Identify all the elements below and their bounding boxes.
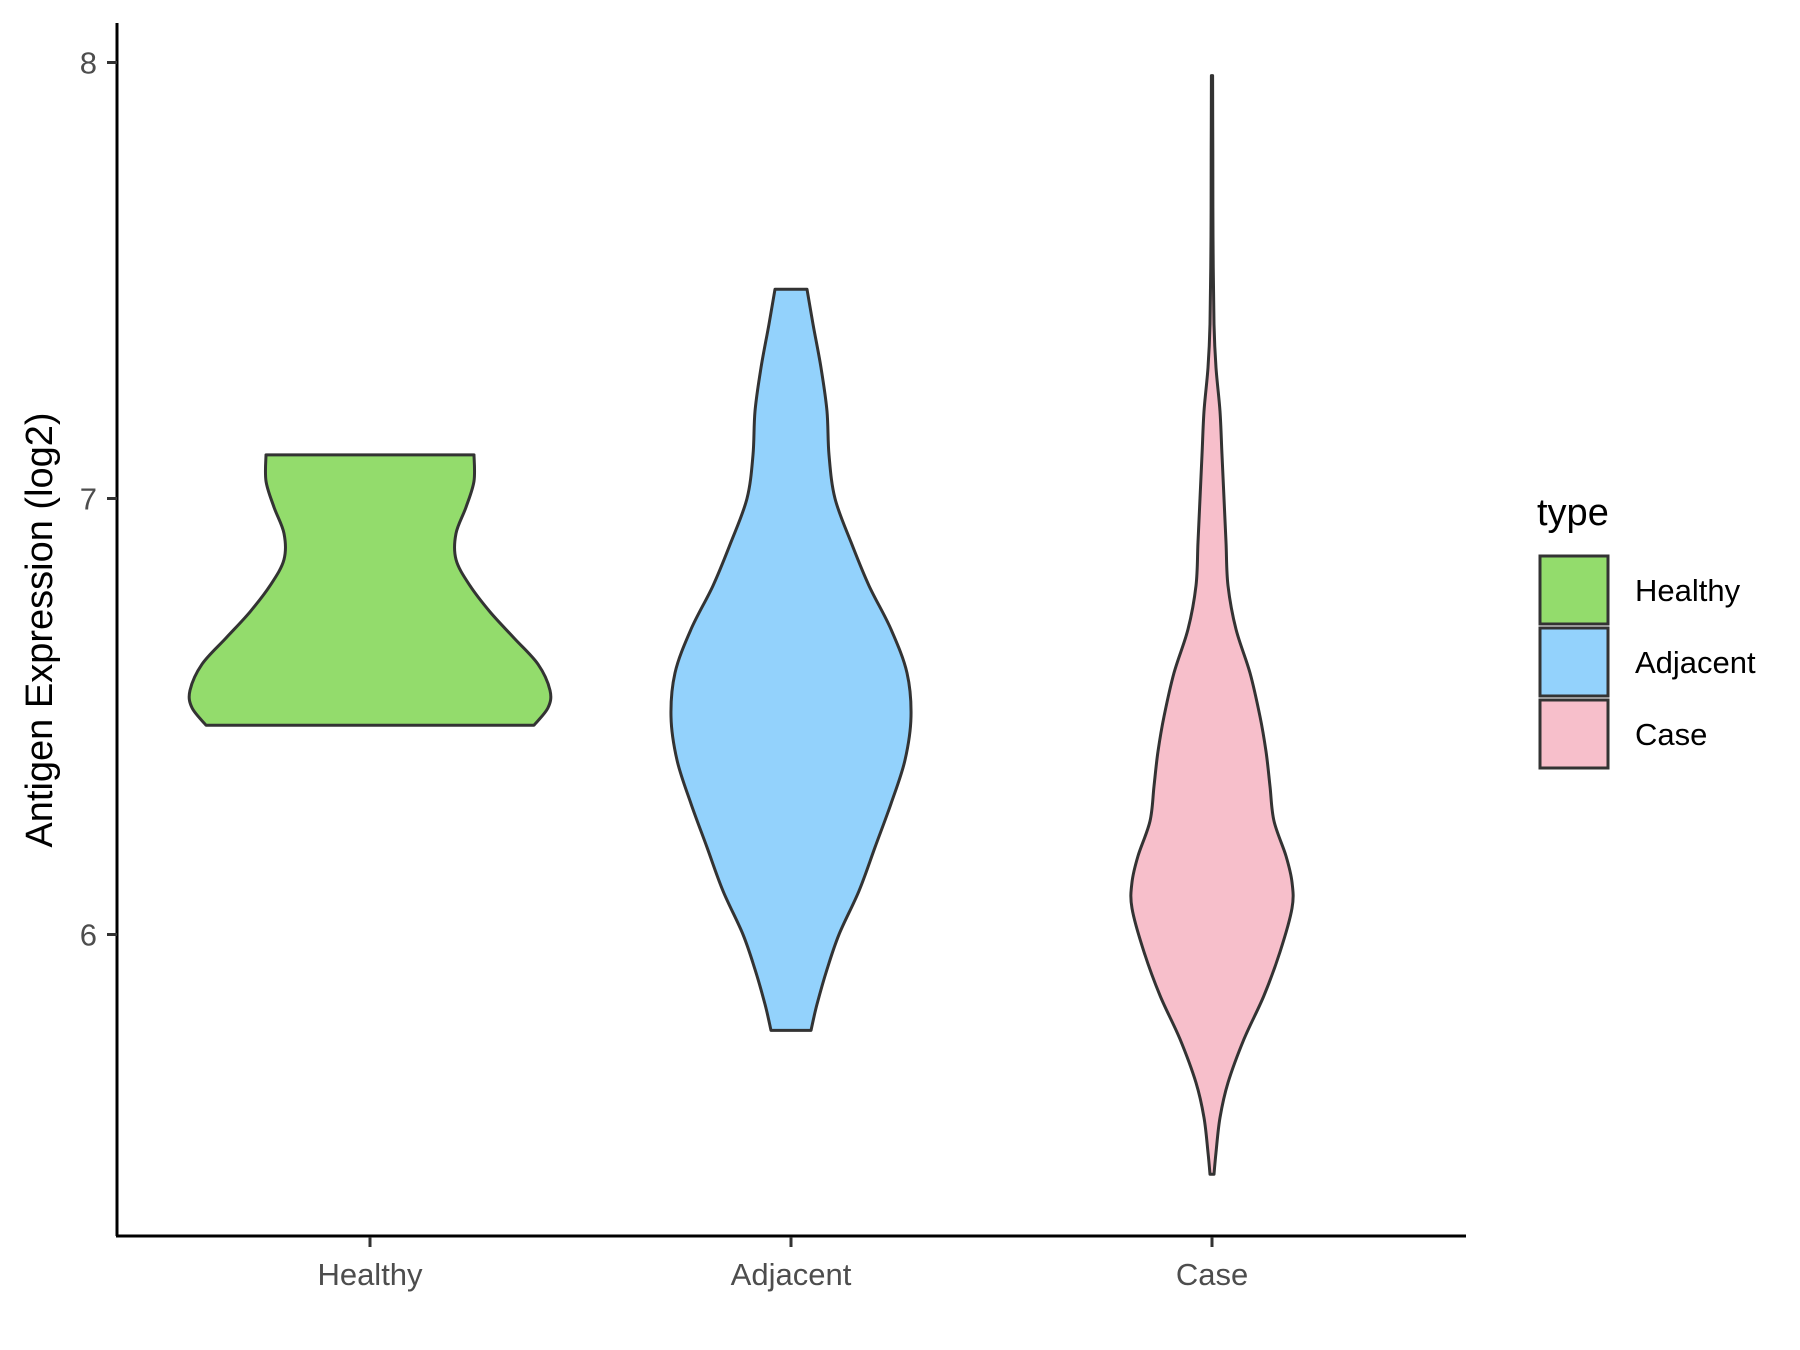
- legend-title: type: [1537, 492, 1609, 534]
- violin-case: [1129, 74, 1295, 1176]
- legend-label-adjacent: Adjacent: [1635, 645, 1756, 680]
- legend-swatch-case: [1538, 698, 1610, 770]
- y-ticks: 6 7 8: [80, 46, 117, 953]
- legend-label-healthy: Healthy: [1635, 573, 1741, 608]
- y-axis-title: Antigen Expression (log2): [19, 412, 61, 847]
- violin-adjacent: [669, 287, 913, 1032]
- legend-entries: Healthy Adjacent Case: [1538, 554, 1756, 770]
- x-ticks: Healthy Adjacent Case: [317, 1237, 1248, 1292]
- legend-swatch-adjacent: [1538, 626, 1610, 698]
- y-tick-label: 6: [80, 918, 97, 953]
- legend-swatch-healthy: [1538, 554, 1610, 626]
- x-tick-label: Healthy: [317, 1257, 423, 1292]
- y-tick-label: 8: [80, 46, 97, 81]
- violin-healthy: [187, 453, 553, 727]
- legend: type Healthy Adjacent Case: [1537, 492, 1756, 770]
- x-tick-label: Case: [1176, 1257, 1248, 1292]
- legend-label-case: Case: [1635, 717, 1707, 752]
- plot-area: 6 7 8 Healthy Adjacent Case: [80, 23, 1466, 1292]
- y-tick-label: 7: [80, 482, 97, 517]
- x-tick-label: Adjacent: [731, 1257, 852, 1292]
- violins: [187, 74, 1295, 1176]
